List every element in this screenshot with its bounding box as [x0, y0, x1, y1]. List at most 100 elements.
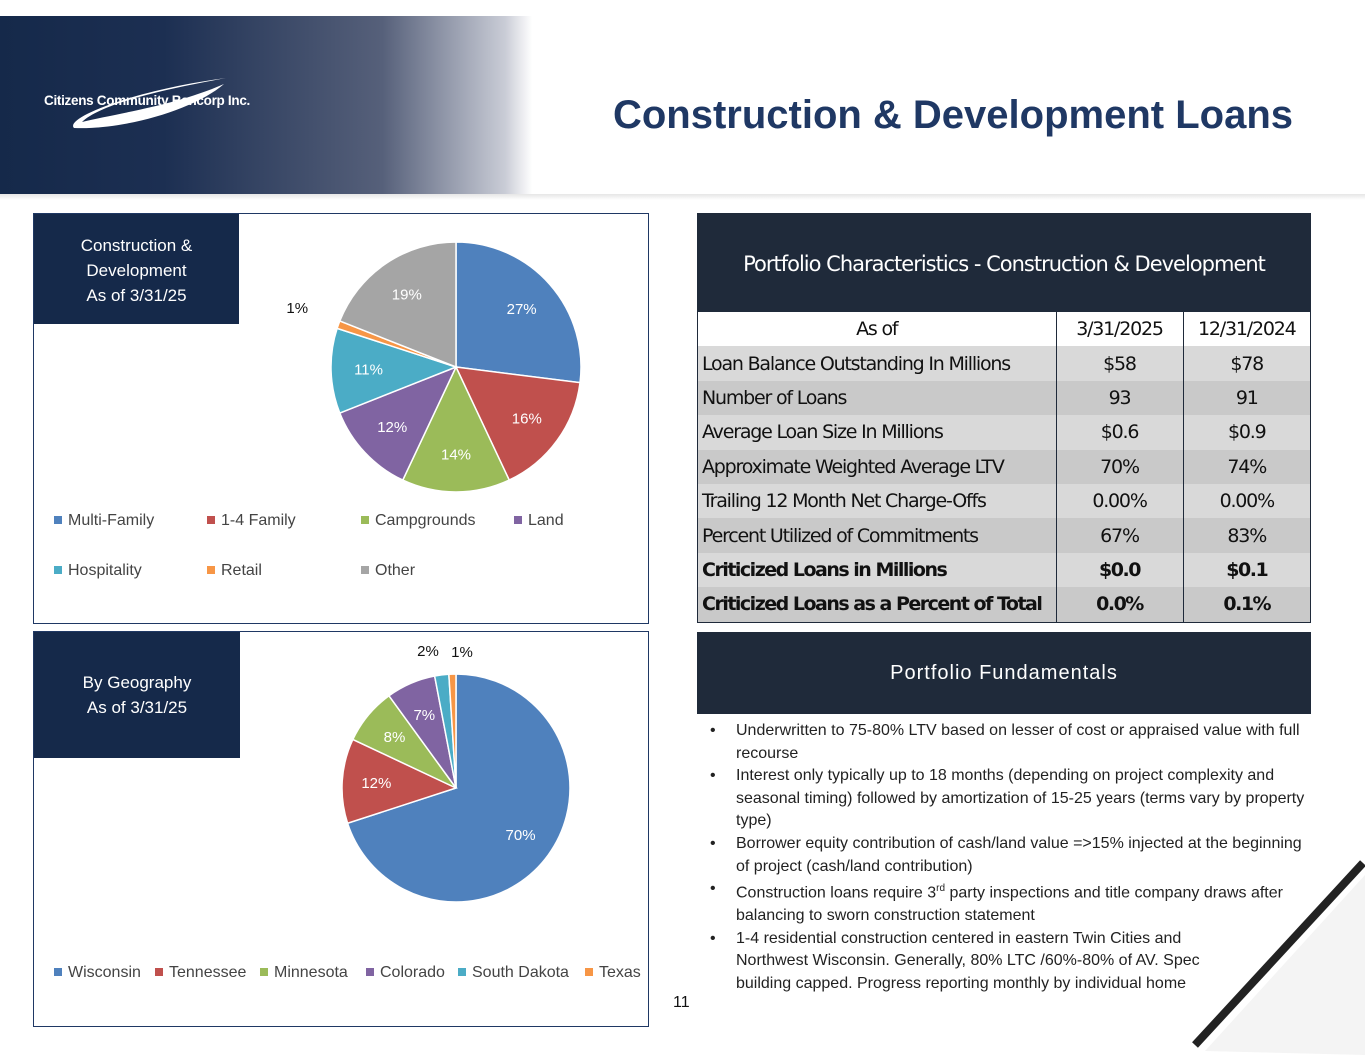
row-label: Percent Utilized of Commitments: [698, 518, 1056, 553]
cell-value: 93: [1055, 380, 1183, 416]
list-item: 1-4 residential construction centered in…: [710, 928, 1216, 996]
row-label: Criticized Loans as a Percent of Total: [698, 587, 1056, 622]
table-row: Approximate Weighted Average LTV 70% 74%: [698, 449, 1310, 484]
row-label: Loan Balance Outstanding In Millions: [698, 346, 1056, 381]
legend-swatch: [207, 515, 215, 524]
header-shadow: [0, 194, 1365, 200]
legend-swatch: [366, 967, 374, 976]
legend-label: Wisconsin: [68, 964, 141, 981]
cell-value: $0.1: [1182, 552, 1310, 588]
legend-swatch: [54, 967, 62, 976]
legend-swatch: [54, 515, 62, 524]
cell-value: 67%: [1055, 518, 1183, 553]
pie-chart-geography: 70% 12% 8% 7% 2% 1%: [341, 643, 571, 903]
pie-chart-type: 27% 16% 14% 12% 11% 1% 19%: [286, 241, 582, 493]
header-band: [0, 16, 1365, 194]
data-label: 2%: [417, 643, 439, 660]
data-label: 11%: [354, 362, 383, 379]
legend-label: Campgrounds: [375, 512, 476, 529]
page-number: 11: [673, 994, 690, 1011]
page-title: Construction & Development Loans: [612, 93, 1293, 137]
table-heading: Portfolio Characteristics - Construction…: [698, 214, 1310, 312]
logo-swoosh-icon: [73, 78, 226, 129]
list-item: Interest only typically up to 18 months …: [710, 765, 1310, 833]
cell-value: $0.6: [1055, 415, 1183, 450]
legend-item: Tennessee: [155, 964, 246, 982]
fundamentals-heading: Portfolio Fundamentals: [697, 632, 1311, 714]
data-label: 27%: [507, 301, 537, 318]
row-label: Number of Loans: [698, 380, 1056, 416]
cell-value: 0.1%: [1182, 587, 1310, 622]
company-logo-text: Citizens Community Bancorp Inc.: [44, 93, 250, 108]
legend-label: Multi-Family: [68, 512, 155, 529]
data-label: 1%: [451, 644, 473, 661]
bullet-superscript: rd: [936, 883, 946, 895]
cell-value: 83%: [1182, 518, 1310, 553]
legend-swatch: [260, 967, 268, 976]
data-label: 70%: [506, 827, 536, 844]
row-label: Trailing 12 Month Net Charge-Offs: [698, 483, 1056, 519]
legend-label: Minnesota: [274, 964, 348, 981]
data-label: 12%: [361, 775, 391, 792]
legend-label: Tennessee: [169, 964, 247, 981]
data-label: 12%: [377, 419, 407, 436]
list-item: Construction loans require 3rd party ins…: [710, 878, 1310, 928]
chart-title-line: Development: [86, 261, 187, 280]
chart-title-geography: By Geography As of 3/31/25: [34, 632, 240, 758]
chart-panel-geography: By Geography As of 3/31/25 70% 12% 8% 7% 2% 1…: [33, 631, 649, 1027]
legend-label: 1-4 Family: [221, 512, 296, 529]
chart-title-line: As of 3/31/25: [86, 286, 187, 305]
legend-swatch: [514, 515, 522, 524]
row-label: Average Loan Size In Millions: [698, 415, 1056, 450]
legend-swatch: [585, 967, 593, 976]
column-header: As of: [698, 312, 1056, 347]
legend-item: 1-4 Family: [207, 512, 296, 530]
legend-item: Colorado: [366, 964, 445, 982]
legend-item: Campgrounds: [361, 512, 476, 530]
legend-swatch: [54, 565, 62, 574]
table-header-row: As of 3/31/2025 12/31/2024: [698, 312, 1310, 347]
cell-value: 74%: [1182, 449, 1310, 484]
legend-item: Multi-Family: [54, 512, 154, 530]
chart-title-type: Construction & Development As of 3/31/25: [34, 214, 239, 324]
pie-slice-texas: [448, 673, 457, 789]
data-label: 19%: [392, 287, 422, 304]
pie-slice-tennessee: [341, 738, 459, 825]
bullet-text: party inspections and title company draw…: [736, 884, 1283, 925]
legend-swatch: [361, 515, 369, 524]
column-header: 3/31/2025: [1055, 312, 1183, 347]
legend-label: Retail: [221, 562, 262, 579]
legend-label: Hospitality: [68, 562, 142, 579]
legend-item: Hospitality: [54, 562, 142, 580]
legend-swatch: [361, 565, 369, 574]
corner-page-curl: [1165, 860, 1365, 1055]
chart-title-line: As of 3/31/25: [86, 698, 188, 717]
cell-value: $58: [1055, 346, 1183, 381]
cell-value: 0.00%: [1182, 483, 1310, 519]
pie-slice-hospitality: [330, 327, 459, 414]
cell-value: 0.0%: [1055, 587, 1183, 622]
list-item: Borrower equity contribution of cash/lan…: [710, 833, 1310, 878]
data-label: 1%: [286, 300, 308, 317]
pie-slice-campgrounds: [401, 365, 511, 493]
fundamentals-list: Underwritten to 75-80% LTV based on less…: [710, 720, 1310, 995]
cell-value: 0.00%: [1055, 483, 1183, 519]
pie-slice-wisconsin: [346, 673, 571, 903]
column-header: 12/31/2024: [1182, 312, 1310, 347]
pie-slice-1-4-family: [454, 366, 581, 482]
table-row: Criticized Loans as a Percent of Total 0…: [698, 587, 1310, 622]
legend-swatch: [458, 967, 466, 976]
data-label: 7%: [413, 707, 435, 724]
row-label: Approximate Weighted Average LTV: [698, 449, 1056, 484]
legend-item: Retail: [207, 562, 262, 580]
legend-item: Other: [361, 562, 415, 580]
table-row: Average Loan Size In Millions $0.6 $0.9: [698, 415, 1310, 450]
legend-item: Land: [514, 512, 564, 530]
cell-value: 70%: [1055, 449, 1183, 484]
table-row: Percent Utilized of Commitments 67% 83%: [698, 518, 1310, 553]
table-row: Number of Loans 93 91: [698, 380, 1310, 416]
pie-slice-multi-family: [455, 241, 582, 384]
chart-panel-type: Construction & Development As of 3/31/25…: [33, 213, 649, 624]
pie-slice-other: [338, 241, 457, 369]
table-row: Loan Balance Outstanding In Millions $58…: [698, 346, 1310, 381]
